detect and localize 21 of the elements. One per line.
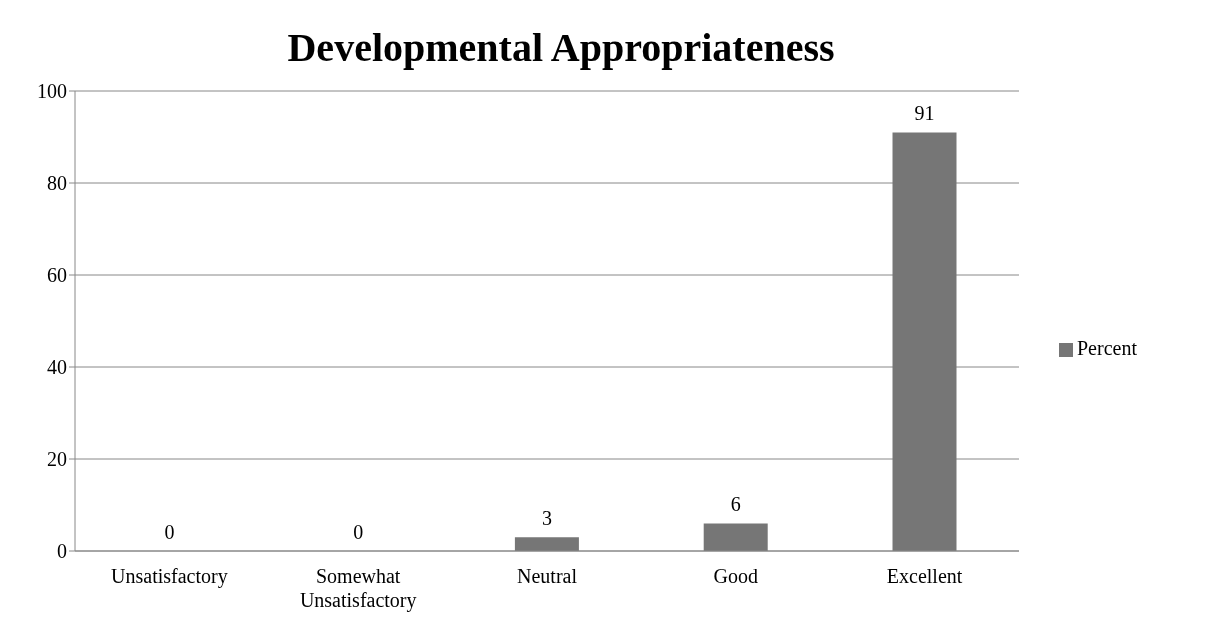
data-label: 91	[914, 102, 935, 125]
y-tick-label: 20	[47, 448, 67, 471]
bar	[703, 523, 768, 551]
y-tick-label: 80	[47, 172, 67, 195]
data-label: 0	[353, 521, 364, 543]
data-label: 6	[730, 493, 741, 516]
x-tick-label: Unsatisfactory	[111, 565, 228, 588]
y-tick-label: 60	[47, 264, 67, 287]
y-tick-label: 100	[37, 80, 67, 103]
legend-label: Percent	[1077, 336, 1137, 359]
y-tick-label: 40	[47, 356, 67, 379]
bar	[892, 132, 957, 551]
data-label: 0	[164, 521, 175, 543]
y-tick-label: 0	[57, 540, 67, 563]
x-tick-label: Somewhat Unsatisfactory	[299, 565, 417, 612]
x-tick-label: Excellent	[886, 565, 963, 587]
data-label: 3	[542, 507, 552, 530]
x-tick-label: Neutral	[517, 565, 578, 587]
chart-title: Developmental Appropriateness	[287, 25, 835, 70]
x-tick-label: Good	[713, 565, 759, 587]
bar	[514, 537, 579, 551]
